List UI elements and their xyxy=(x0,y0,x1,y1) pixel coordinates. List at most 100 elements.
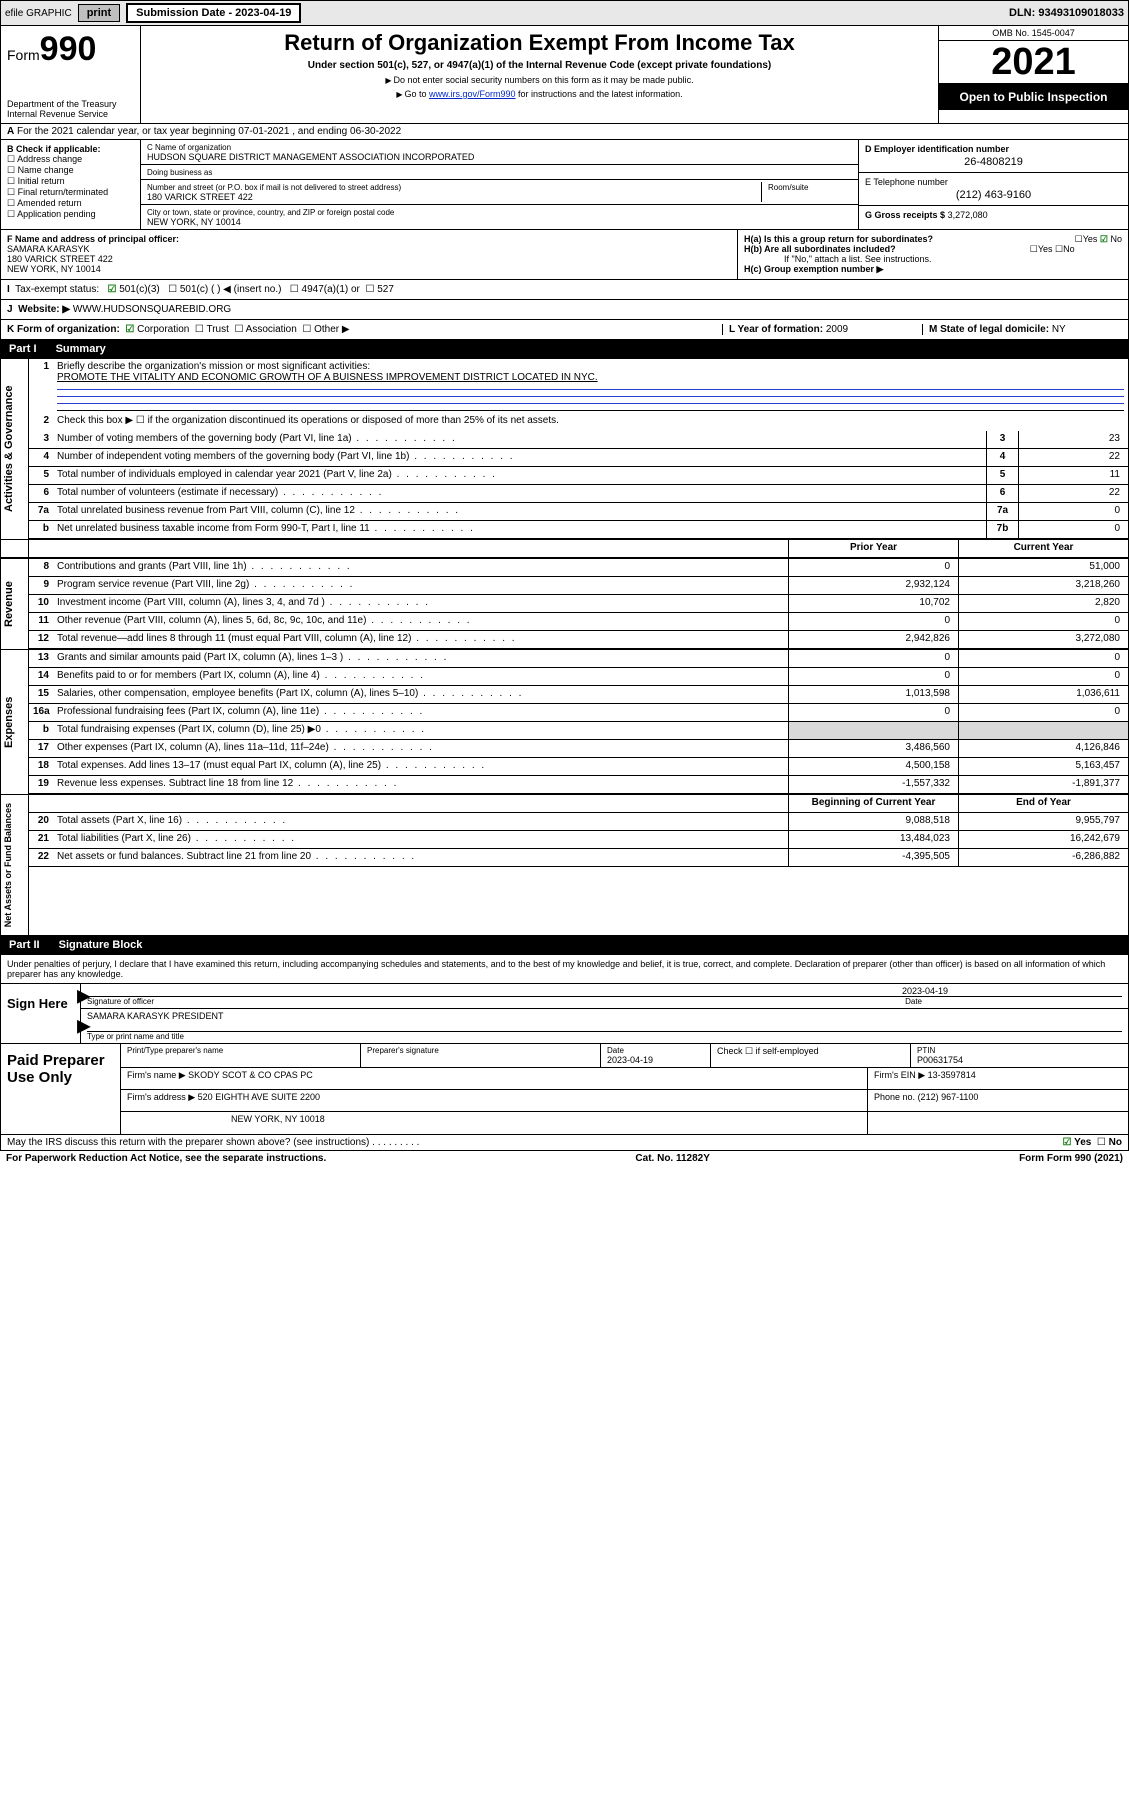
form-number: Form990 xyxy=(7,30,134,69)
firm-name-label: Firm's name ▶ xyxy=(127,1070,186,1080)
chk-corporation[interactable] xyxy=(125,324,137,335)
chk-initial-return[interactable]: Initial return xyxy=(7,176,134,187)
mission-label: Briefly describe the organization's miss… xyxy=(57,361,370,372)
part2-num: Part II xyxy=(9,939,56,951)
mission-value: PROMOTE THE VITALITY AND ECONOMIC GROWTH… xyxy=(57,372,598,383)
paid-row-2: Firm's name ▶ SKODY SCOT & CO CPAS PC Fi… xyxy=(121,1068,1128,1090)
opt-501c[interactable]: 501(c) ( ) ◀ (insert no.) xyxy=(180,284,282,295)
ha-yes[interactable]: Yes xyxy=(1083,234,1098,244)
discuss-label: May the IRS discuss this return with the… xyxy=(7,1137,369,1148)
omb-number: OMB No. 1545-0047 xyxy=(939,26,1128,41)
website-label: Website: ▶ xyxy=(18,304,70,315)
tax-year: 2021 xyxy=(939,41,1128,84)
opt-527[interactable]: 527 xyxy=(377,284,394,295)
part1-title: Summary xyxy=(56,343,106,355)
block-bcd: B Check if applicable: Address change Na… xyxy=(0,140,1129,230)
prior-year-hdr: Prior Year xyxy=(788,540,958,557)
officer-addr2: NEW YORK, NY 10014 xyxy=(7,264,101,274)
ha-no-checked[interactable] xyxy=(1100,234,1111,244)
paid-preparer-label: Paid Preparer Use Only xyxy=(1,1044,121,1134)
footer-row: For Paperwork Reduction Act Notice, see … xyxy=(0,1151,1129,1166)
sig-name-label: Type or print name and title xyxy=(87,1031,1122,1041)
section-netassets: Net Assets or Fund Balances Beginning of… xyxy=(0,795,1129,936)
row-j-prefix: J xyxy=(7,304,13,315)
col-d: D Employer identification number 26-4808… xyxy=(858,140,1128,229)
line-9: 9Program service revenue (Part VIII, lin… xyxy=(29,577,1128,595)
ptin-value: P00631754 xyxy=(917,1055,963,1065)
colhdr-row: Prior Year Current Year xyxy=(0,540,1129,559)
opt-assoc[interactable]: Association xyxy=(246,324,297,335)
chk-501c3[interactable] xyxy=(107,284,119,295)
discuss-row: May the IRS discuss this return with the… xyxy=(0,1135,1129,1151)
sig-name-value: SAMARA KARASYK PRESIDENT xyxy=(87,1011,224,1021)
sign-here-label: Sign Here xyxy=(1,984,81,1043)
line-19: 19Revenue less expenses. Subtract line 1… xyxy=(29,776,1128,794)
prep-name-label: Print/Type preparer's name xyxy=(127,1046,354,1055)
cat-no: Cat. No. 11282Y xyxy=(635,1153,709,1164)
chk-amended-return[interactable]: Amended return xyxy=(7,198,134,209)
line-2-text: Check this box ▶ ☐ if the organization d… xyxy=(53,413,1128,431)
header-right: OMB No. 1545-0047 2021 Open to Public In… xyxy=(938,26,1128,123)
opt-501c3: 501(c)(3) xyxy=(119,284,160,295)
dba-label: Doing business as xyxy=(147,168,212,177)
chk-final-return[interactable]: Final return/terminated xyxy=(7,187,134,198)
self-employed-label[interactable]: Check ☐ if self-employed xyxy=(717,1046,819,1056)
org-name-label: C Name of organization xyxy=(147,143,231,152)
discuss-yes-checked[interactable] xyxy=(1063,1137,1075,1148)
chk-address-change[interactable]: Address change xyxy=(7,154,134,165)
header-mid: Return of Organization Exempt From Incom… xyxy=(141,26,938,123)
irs-link[interactable]: www.irs.gov/Form990 xyxy=(429,89,516,99)
tax-status-label: Tax-exempt status: xyxy=(15,284,99,295)
sig-officer-label: Signature of officer xyxy=(87,997,154,1006)
part2-header: Part II Signature Block xyxy=(0,936,1129,955)
street-label: Number and street (or P.O. box if mail i… xyxy=(147,183,401,192)
form-label: Form xyxy=(7,47,40,63)
current-year-hdr: Current Year xyxy=(958,540,1128,557)
sig-date-value: 2023-04-19 xyxy=(902,986,948,996)
col-f: F Name and address of principal officer:… xyxy=(1,230,738,279)
opt-trust[interactable]: Trust xyxy=(206,324,228,335)
part1-num: Part I xyxy=(9,343,53,355)
submission-date-button[interactable]: Submission Date - 2023-04-19 xyxy=(126,3,301,23)
gov-line-7b: bNet unrelated business taxable income f… xyxy=(29,521,1128,539)
sig-row-1: 2023-04-19 Signature of officer Date xyxy=(81,984,1128,1009)
ein-value: 26-4808219 xyxy=(865,156,1122,168)
website-value: WWW.HUDSONSQUAREBID.ORG xyxy=(73,304,231,315)
discuss-no[interactable]: No xyxy=(1109,1137,1122,1148)
header-left: Form990 Department of the Treasury Inter… xyxy=(1,26,141,123)
print-button[interactable]: print xyxy=(78,4,120,22)
tel-value: (212) 463-9160 xyxy=(865,189,1122,201)
line-12: 12Total revenue—add lines 8 through 11 (… xyxy=(29,631,1128,649)
form-header: Form990 Department of the Treasury Inter… xyxy=(0,26,1129,124)
ptin-label: PTIN xyxy=(917,1046,1122,1055)
line-17: 17Other expenses (Part IX, column (A), l… xyxy=(29,740,1128,758)
opt-4947[interactable]: 4947(a)(1) or xyxy=(302,284,360,295)
year-formation-value: 2009 xyxy=(826,324,848,335)
hc-row: H(c) Group exemption number ▶ xyxy=(744,264,1122,275)
tel-label: E Telephone number xyxy=(865,177,948,187)
col-b-title: B Check if applicable: xyxy=(7,144,134,154)
opt-other[interactable]: Other ▶ xyxy=(314,324,349,335)
firm-phone-value: (212) 967-1100 xyxy=(918,1092,979,1102)
hb-yes[interactable]: Yes xyxy=(1038,244,1053,254)
ha-row: H(a) Is this a group return for subordin… xyxy=(744,234,1122,244)
col-h: H(a) Is this a group return for subordin… xyxy=(738,230,1128,279)
firm-addr2-value: NEW YORK, NY 10018 xyxy=(121,1112,868,1134)
gov-line-4: 4Number of independent voting members of… xyxy=(29,449,1128,467)
line-b: bTotal fundraising expenses (Part IX, co… xyxy=(29,722,1128,740)
gov-line-6: 6Total number of volunteers (estimate if… xyxy=(29,485,1128,503)
form-ref-value: Form 990 (2021) xyxy=(1047,1153,1123,1164)
street-cell: Number and street (or P.O. box if mail i… xyxy=(141,180,858,205)
dept-label: Department of the Treasury xyxy=(7,99,134,109)
gov-line-3: 3Number of voting members of the governi… xyxy=(29,431,1128,449)
gross-cell: G Gross receipts $ 3,272,080 xyxy=(858,206,1128,229)
line-1: 1 Briefly describe the organization's mi… xyxy=(29,359,1128,413)
gross-value: 3,272,080 xyxy=(948,210,988,220)
block-fh: F Name and address of principal officer:… xyxy=(0,230,1129,280)
hb-no[interactable]: No xyxy=(1063,244,1075,254)
section-governance: Activities & Governance 1 Briefly descri… xyxy=(0,359,1129,540)
chk-name-change[interactable]: Name change xyxy=(7,165,134,176)
chk-application-pending[interactable]: Application pending xyxy=(7,209,134,220)
end-year-hdr: End of Year xyxy=(958,795,1128,812)
line-16a: 16aProfessional fundraising fees (Part I… xyxy=(29,704,1128,722)
